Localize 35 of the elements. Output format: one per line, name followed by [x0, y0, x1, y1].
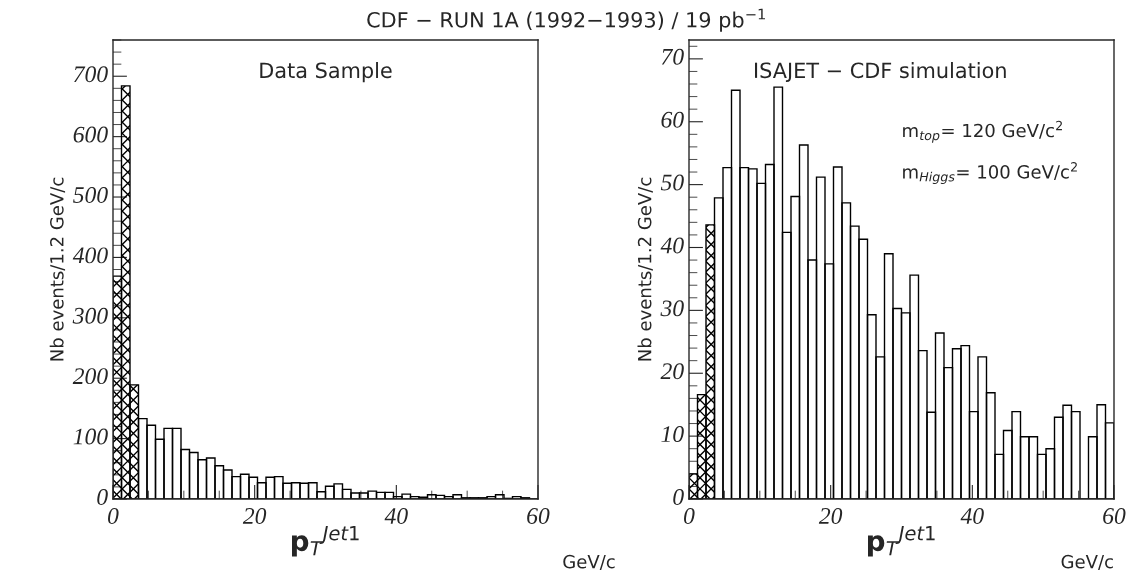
y-tick-label: 600	[73, 126, 108, 143]
y-tick-label: 0	[673, 488, 684, 505]
y-tick-label: 300	[72, 307, 108, 324]
y-tick-label: 50	[660, 174, 684, 191]
y-tick-label: 10	[661, 426, 684, 443]
y-tick-label: 100	[73, 428, 108, 445]
y-tick-label: 20	[660, 363, 684, 380]
text: GeV/c	[1061, 554, 1113, 570]
y-tick-label: 700	[74, 66, 108, 83]
y-tick-label: 500	[73, 187, 108, 203]
x-tick-label: 0	[684, 508, 695, 524]
x-axis-title: p$_{T}$$^{Jet1}$	[868, 525, 935, 557]
x-tick-label: 60	[527, 508, 550, 524]
annotation: m$_{top}$= 120 GeV/c$^{2}$	[903, 120, 1062, 143]
annotation: Data Sample	[260, 62, 392, 83]
x-tick-label: 60	[1103, 508, 1126, 524]
y-tick-label: 60	[661, 111, 684, 128]
x-axis-title: p$_{T}$$^{Jet1}$	[292, 525, 359, 557]
text: GeV/c	[563, 554, 615, 570]
annotation: m$_{Higgs}$= 100 GeV/c$^{2}$	[903, 162, 1077, 184]
chart-title: CDF − RUN 1A (1992−1993) / 19 pb$^{−1}$	[367, 8, 765, 32]
x-tick-label: 40	[384, 508, 408, 524]
y-tick-label: 30	[660, 300, 684, 317]
y-tick-label: 70	[661, 48, 684, 65]
x-tick-label: 0	[108, 508, 119, 524]
x-tick-label: 20	[818, 508, 843, 524]
y-tick-label: 0	[97, 488, 108, 505]
y-axis-title: Nb events/1.2 GeV/c	[49, 177, 66, 361]
annotation: ISAJET − CDF simulation	[755, 62, 1006, 83]
x-tick-label: 20	[242, 508, 267, 524]
x-tick-label: 40	[960, 508, 984, 524]
y-tick-label: 200	[72, 368, 108, 385]
y-tick-label: 400	[72, 247, 108, 264]
y-axis-title: Nb events/1.2 GeV/c	[637, 177, 653, 361]
y-tick-label: 40	[660, 237, 684, 254]
